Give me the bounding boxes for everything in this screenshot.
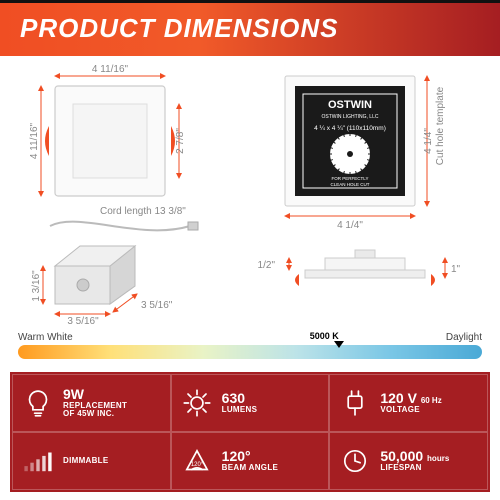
spec-small: OF 45W INC. (63, 410, 127, 418)
color-temp-strip: Warm White Daylight 5000 K (0, 326, 500, 366)
svg-text:4 1/4": 4 1/4" (423, 128, 434, 154)
bulb-icon (21, 386, 55, 420)
spec-small: VOLTAGE (380, 406, 441, 414)
temp-left-label: Warm White (18, 332, 73, 343)
svg-text:1": 1" (451, 264, 461, 275)
spec-cell-4: 120° 120° BEAM ANGLE (171, 432, 330, 490)
diagrams-svg: 4 11/16" 4 11/16" 2 7/8" Cord length 13 … (0, 56, 500, 326)
spec-cell-5: 50,000 hours LIFESPAN (329, 432, 488, 490)
spec-big: 120 V 60 Hz (380, 391, 441, 406)
svg-text:FOR PERFECTLY: FOR PERFECTLY (332, 176, 369, 181)
spec-small: DIMMABLE (63, 457, 109, 465)
svg-text:4 ¼ x 4 ¼" (110x110mm): 4 ¼ x 4 ¼" (110x110mm) (314, 125, 386, 132)
temp-right-label: Daylight (446, 332, 482, 343)
spec-small: LUMENS (222, 406, 258, 414)
svg-text:Cut hole template: Cut hole template (435, 86, 446, 165)
header-title: PRODUCT DIMENSIONS (20, 13, 338, 44)
spec-text: 630 LUMENS (222, 391, 258, 414)
spec-cell-2: 120 V 60 Hz VOLTAGE (329, 374, 488, 432)
temp-pointer: 5000 K (324, 331, 353, 348)
svg-text:1 3/16": 1 3/16" (31, 270, 42, 302)
spec-text: 9W REPLACEMENTOF 45W INC. (63, 387, 127, 418)
spec-big: 630 (222, 391, 258, 406)
header-bar: PRODUCT DIMENSIONS (0, 0, 500, 56)
svg-text:Cord length 13 3/8": Cord length 13 3/8" (100, 206, 186, 217)
spec-cell-0: 9W REPLACEMENTOF 45W INC. (12, 374, 171, 432)
svg-text:4 1/4": 4 1/4" (337, 220, 363, 231)
svg-text:4 11/16": 4 11/16" (29, 122, 40, 159)
plug-icon (338, 386, 372, 420)
svg-text:3 5/16": 3 5/16" (141, 300, 173, 311)
spec-text: 120 V 60 Hz VOLTAGE (380, 391, 441, 414)
sun-icon (180, 386, 214, 420)
spec-big: 120° (222, 449, 278, 464)
svg-text:4 11/16": 4 11/16" (92, 64, 129, 75)
svg-text:2 7/8": 2 7/8" (175, 128, 186, 154)
svg-text:OSTWIN LIGHTING, LLC: OSTWIN LIGHTING, LLC (322, 114, 379, 120)
svg-text:120°: 120° (191, 462, 204, 468)
svg-text:CLEAN HOLE CUT: CLEAN HOLE CUT (330, 182, 369, 187)
svg-text:3 5/16": 3 5/16" (67, 316, 99, 326)
dim-icon (21, 444, 55, 478)
spec-small: BEAM ANGLE (222, 464, 278, 472)
svg-text:OSTWIN: OSTWIN (328, 99, 372, 111)
spec-text: 50,000 hours LIFESPAN (380, 449, 449, 472)
spec-big: 50,000 hours (380, 449, 449, 464)
spec-text: 120° BEAM ANGLE (222, 449, 278, 472)
spec-small: LIFESPAN (380, 464, 449, 472)
clock-icon (338, 444, 372, 478)
svg-text:1/2": 1/2" (258, 260, 276, 271)
diagrams-area: 4 11/16" 4 11/16" 2 7/8" Cord length 13 … (0, 56, 500, 326)
spec-cell-3: DIMMABLE (12, 432, 171, 490)
spec-text: DIMMABLE (63, 457, 109, 465)
specs-grid: 9W REPLACEMENTOF 45W INC. 630 LUMENS 120… (10, 372, 490, 492)
angle-icon: 120° (180, 444, 214, 478)
spec-cell-1: 630 LUMENS (171, 374, 330, 432)
spec-big: 9W (63, 387, 127, 402)
temp-gradient-bar: 5000 K (18, 345, 482, 359)
